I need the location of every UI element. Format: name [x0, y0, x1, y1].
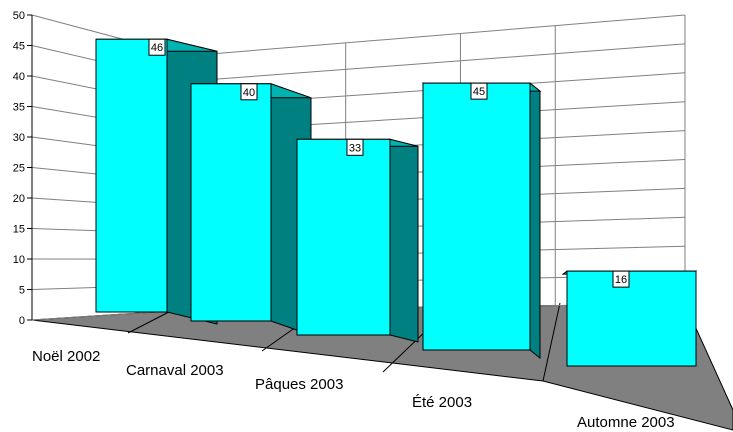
y-tick-label: 30: [13, 132, 25, 144]
back-wall-gridline: [185, 43, 686, 82]
category-label: Automne 2003: [577, 414, 675, 431]
y-tick-label: 50: [13, 10, 25, 22]
data-label: 16: [615, 274, 627, 286]
data-label: 40: [243, 87, 255, 99]
y-tick-label: 20: [13, 193, 25, 205]
y-tick-label: 0: [19, 315, 25, 327]
axis-layer: 0 5 10 15 20 25 30 35 40 45 50: [13, 10, 33, 327]
data-label-box: [470, 82, 488, 100]
bar-front-face: [422, 82, 531, 351]
bar-front-face: [566, 270, 697, 367]
y-tick-label: 25: [13, 163, 25, 175]
bars-layer: [95, 38, 698, 367]
bar-5: [561, 270, 698, 367]
bar-3: [296, 138, 419, 343]
data-label-box: [148, 38, 166, 56]
back-wall-gridline: [185, 14, 686, 57]
data-label-box: [346, 138, 364, 156]
data-label-box: [240, 83, 258, 101]
bar-front-face: [190, 83, 272, 322]
category-label: Carnaval 2003: [126, 362, 224, 379]
y-tick-label: 10: [13, 254, 25, 266]
bar-4: [421, 82, 542, 360]
category-label: Noël 2002: [32, 348, 100, 365]
category-label: Pâques 2003: [255, 376, 343, 393]
data-label: 46: [151, 42, 163, 54]
bar-2: [190, 83, 312, 336]
data-label: 45: [473, 86, 485, 98]
y-tick-label: 45: [13, 41, 25, 53]
y-tick-label: 15: [13, 224, 25, 236]
bar-side-face: [529, 82, 541, 360]
bar-front-face: [296, 138, 391, 336]
data-label-box: [612, 270, 630, 288]
data-label: 33: [349, 142, 361, 154]
y-tick-label: 5: [19, 285, 25, 297]
labels-layer: 46 Noël 2002 40 Carnaval 2003 33 Pâques 2003 4…: [32, 38, 675, 431]
bar-front-face: [95, 38, 168, 313]
y-tick-label: 35: [13, 102, 25, 114]
category-label: Été 2003: [412, 394, 472, 411]
floor-divider-line: [542, 302, 561, 382]
y-tick-label: 40: [13, 71, 25, 83]
bar-side-face: [389, 138, 419, 343]
